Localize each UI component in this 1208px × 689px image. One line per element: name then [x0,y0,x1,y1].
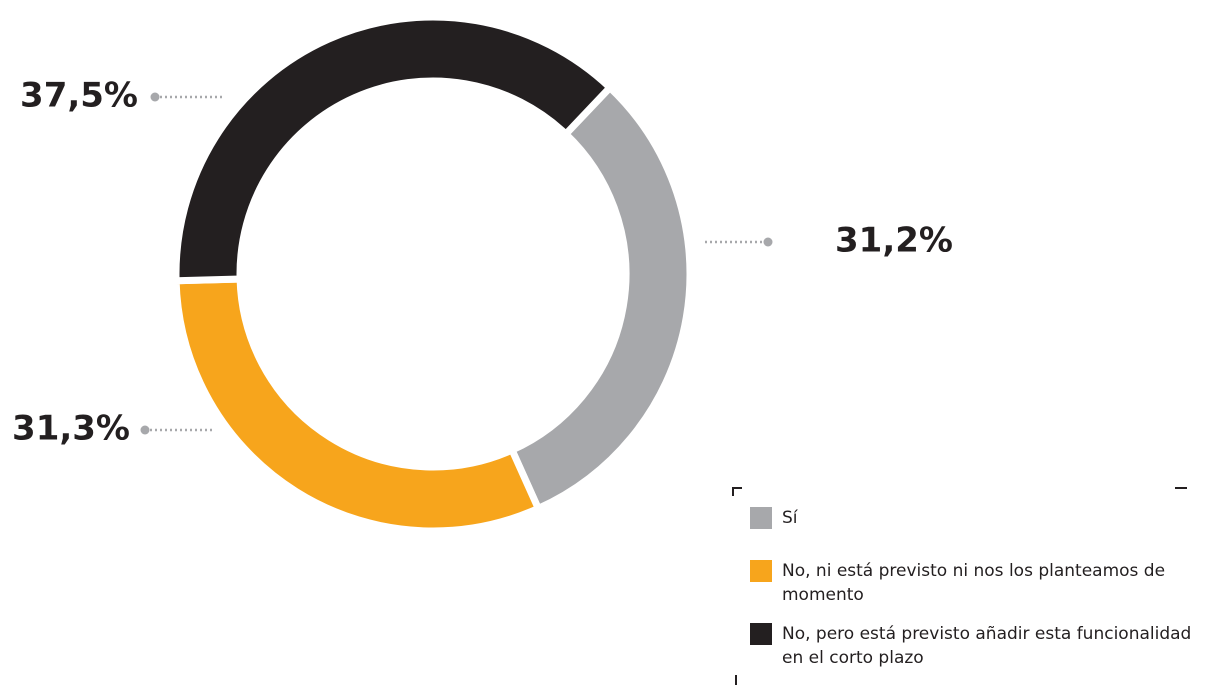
legend-label: Sí [782,508,798,528]
value-label: 37,5% [20,76,138,116]
leader-dot [763,237,773,247]
legend-swatch [750,623,772,645]
legend-item: No, pero está previsto añadir esta funci… [750,623,1202,670]
legend-bracket [732,487,734,496]
legend-label: No, pero está previsto añadir esta funci… [782,624,1192,668]
leader-dot [140,425,150,435]
value-label: 31,2% [835,221,953,261]
legend-bracket [1175,487,1187,489]
leader-dot [150,92,160,102]
legend-bracket [732,487,742,489]
legend-item: No, ni está previsto ni nos los planteam… [750,560,1202,607]
legend-swatch [750,507,772,529]
donut-segment [507,82,694,514]
legend-bracket [735,675,737,685]
donut-segment [172,275,543,535]
value-label: 31,3% [12,409,130,449]
legend: Sí No, ni está previsto ni nos los plante… [732,487,1191,685]
legend-item: Sí [750,507,1202,530]
legend-swatch [750,560,772,582]
legend-label: No, ni está previsto ni nos los planteam… [782,561,1166,605]
donut-segment [172,13,615,285]
